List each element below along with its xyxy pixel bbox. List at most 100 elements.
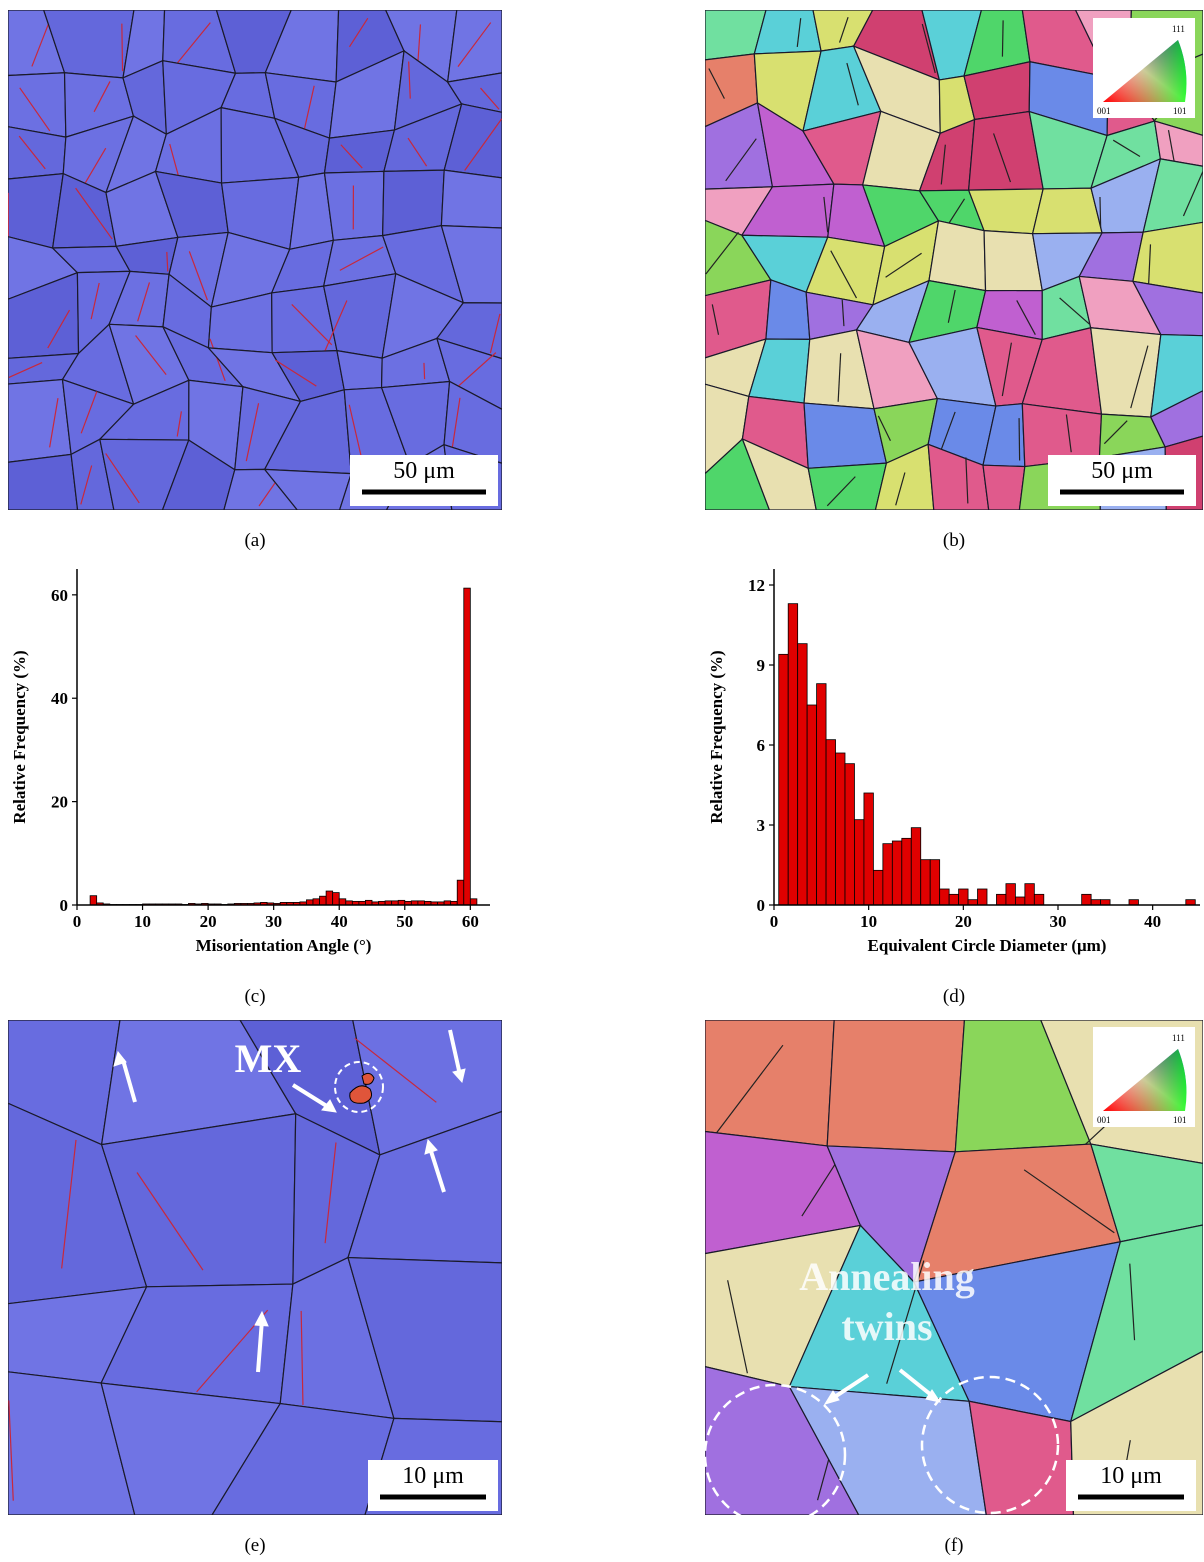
grain (8, 380, 71, 463)
grain (8, 454, 78, 510)
grain (337, 351, 382, 390)
y-tick-label: 6 (757, 736, 766, 755)
bar (1101, 900, 1110, 905)
scale-bar-label: 10 μm (402, 1463, 464, 1489)
grain (8, 73, 66, 137)
annotation: twins (841, 1304, 932, 1349)
y-axis-title: Relative Frequency (%) (10, 650, 29, 823)
scale-bar-label: 10 μm (1100, 1463, 1162, 1489)
x-tick-label: 30 (265, 912, 282, 931)
grain (827, 1020, 964, 1152)
annotation: MX (235, 1036, 302, 1081)
x-tick-label: 10 (134, 912, 151, 931)
bar (864, 793, 873, 905)
ebsd-map (8, 10, 502, 510)
bar (845, 764, 854, 905)
bar (90, 896, 97, 905)
scale-bar: 50 μm (350, 455, 498, 506)
x-tick-label: 10 (860, 912, 877, 931)
ipf-key-label: 101 (1173, 106, 1187, 116)
bar (978, 889, 987, 905)
ebsd-map (8, 1020, 502, 1515)
y-tick-label: 20 (51, 793, 68, 812)
bar (1082, 894, 1091, 905)
panel-label: (d) (943, 986, 965, 1007)
bar (949, 894, 958, 905)
panel-label: (c) (244, 986, 265, 1007)
scale-bar-label: 50 μm (1091, 458, 1153, 484)
x-tick-label: 30 (1050, 912, 1067, 931)
bar (470, 899, 477, 905)
y-tick-label: 60 (51, 586, 68, 605)
bar (807, 705, 816, 905)
bar (1129, 900, 1138, 905)
ipf-key: 111 001 101 (1093, 1027, 1195, 1127)
bar (883, 844, 892, 905)
ipf-key-label: 001 (1097, 1115, 1111, 1125)
bar (854, 820, 863, 905)
bar (464, 588, 471, 905)
histogram-chart: 010203040036912Equivalent Circle Diamete… (707, 569, 1200, 955)
panel-label: (f) (945, 1535, 964, 1556)
bar (320, 896, 327, 905)
bar (959, 889, 968, 905)
twin-boundary (1002, 20, 1003, 56)
grain (441, 170, 502, 228)
bar (817, 684, 826, 905)
grain (448, 10, 502, 82)
panel-label: (b) (943, 530, 965, 551)
bar (1186, 900, 1195, 905)
ipf-key-label: 111 (1172, 24, 1185, 34)
bar (1006, 884, 1015, 905)
bar (457, 880, 464, 905)
bar (930, 860, 939, 905)
bar (921, 860, 930, 905)
bar (911, 828, 920, 905)
ipf-key-label: 001 (1097, 106, 1111, 116)
twin-boundary (1100, 197, 1101, 228)
ipf-key-label: 101 (1173, 1115, 1187, 1125)
bar (940, 889, 949, 905)
bar (326, 891, 333, 905)
grain (705, 1020, 834, 1146)
x-tick-label: 60 (462, 912, 479, 931)
bar (313, 899, 320, 905)
x-axis-title: Misorientation Angle (°) (196, 936, 372, 955)
figure: 50 μm 50 μm 10 μm 10 μm 111 001 101 111 … (0, 0, 1204, 1562)
y-tick-label: 0 (60, 896, 69, 915)
grain (929, 221, 986, 291)
bar (1025, 884, 1034, 905)
y-tick-label: 40 (51, 689, 68, 708)
grain (808, 463, 886, 510)
bar (1034, 894, 1043, 905)
scale-bar: 50 μm (1048, 455, 1196, 506)
y-axis-title: Relative Frequency (%) (707, 650, 726, 823)
panel-label: (e) (244, 1535, 265, 1556)
grain (1133, 222, 1203, 293)
bar (788, 604, 797, 905)
bar (779, 654, 788, 905)
annotation: Annealing (799, 1254, 975, 1299)
grain (1091, 328, 1161, 417)
x-axis-title: Equivalent Circle Diameter (μm) (868, 936, 1107, 955)
y-tick-label: 9 (757, 656, 766, 675)
x-tick-label: 20 (200, 912, 217, 931)
scale-bar: 10 μm (368, 1460, 498, 1511)
bar (996, 894, 1005, 905)
y-tick-label: 0 (757, 896, 766, 915)
y-tick-label: 3 (757, 816, 766, 835)
grain (383, 170, 445, 235)
grain (324, 171, 383, 240)
bar (873, 870, 882, 905)
x-tick-label: 40 (331, 912, 348, 931)
bar (902, 838, 911, 905)
bar (1091, 900, 1100, 905)
twin-boundary (1019, 418, 1020, 460)
ipf-key: 111 001 101 (1093, 18, 1195, 118)
ipf-key-label: 111 (1172, 1033, 1185, 1043)
grain (1033, 188, 1102, 234)
bar (892, 841, 901, 905)
bar (826, 740, 835, 905)
ebsd-maps (8, 10, 1203, 1515)
